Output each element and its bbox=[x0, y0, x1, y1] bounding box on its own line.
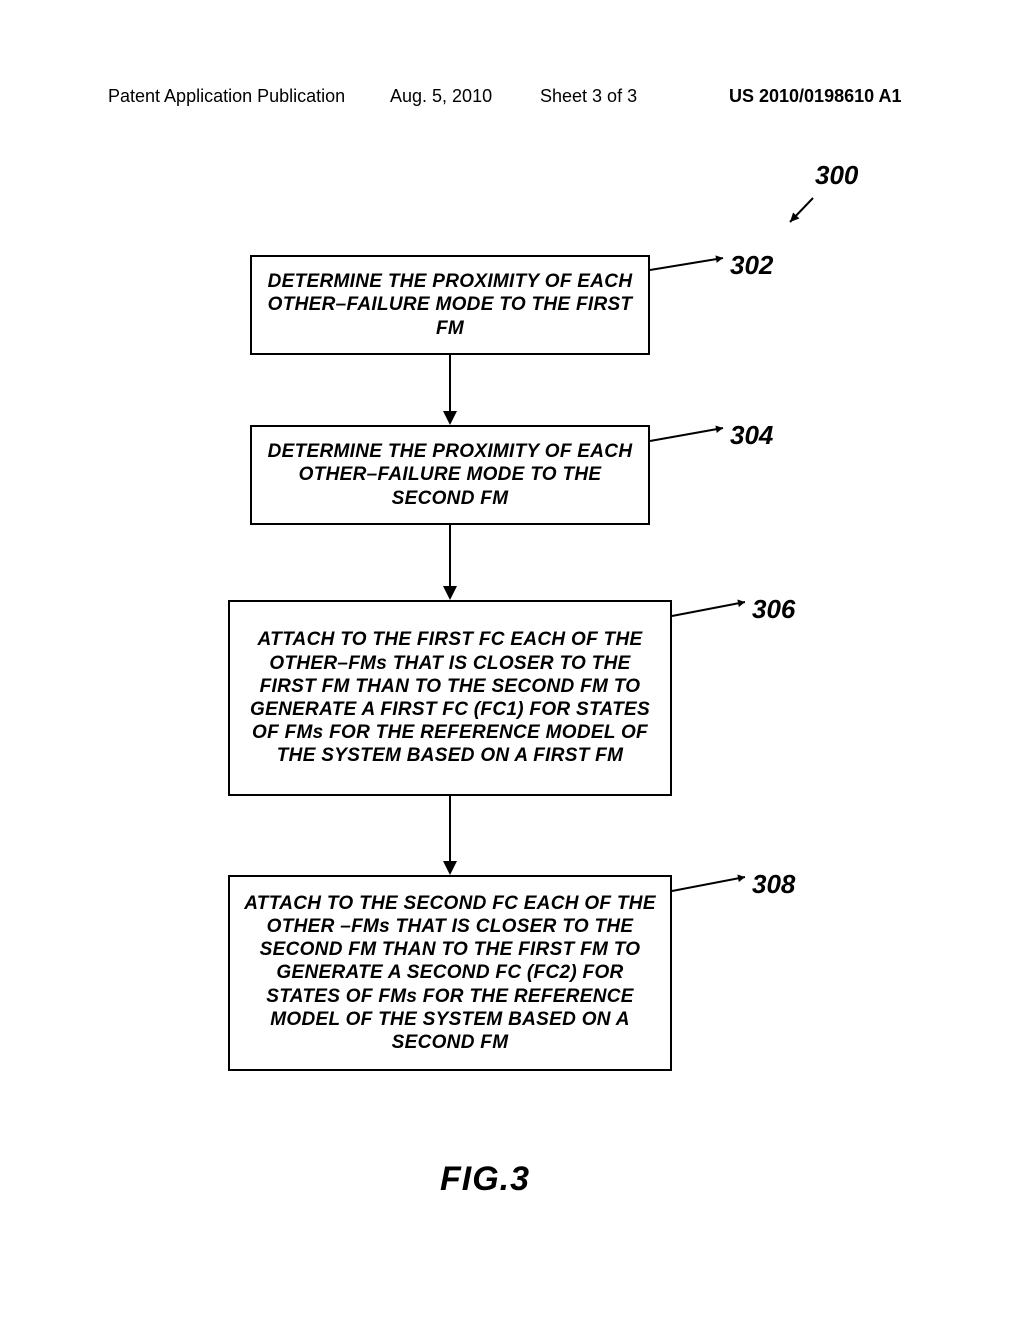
ref-label-302: 302 bbox=[730, 250, 773, 281]
ref-label-306: 306 bbox=[752, 594, 795, 625]
ref-label-308: 308 bbox=[752, 869, 795, 900]
flow-box-304: DETERMINE THE PROXIMITY OF EACH OTHER–FA… bbox=[250, 425, 650, 525]
flow-box-304-text: DETERMINE THE PROXIMITY OF EACH OTHER–FA… bbox=[262, 440, 638, 510]
flow-box-306-text: ATTACH TO THE FIRST FC EACH OF THE OTHER… bbox=[240, 628, 660, 767]
flow-box-302: DETERMINE THE PROXIMITY OF EACH OTHER–FA… bbox=[250, 255, 650, 355]
ref-label-304: 304 bbox=[730, 420, 773, 451]
flow-box-308-text: ATTACH TO THE SECOND FC EACH OF THE OTHE… bbox=[240, 892, 660, 1054]
figure-caption: FIG.3 bbox=[440, 1160, 530, 1199]
flow-box-302-text: DETERMINE THE PROXIMITY OF EACH OTHER–FA… bbox=[262, 270, 638, 340]
flow-box-308: ATTACH TO THE SECOND FC EACH OF THE OTHE… bbox=[228, 875, 672, 1071]
page-root: Patent Application Publication Aug. 5, 2… bbox=[0, 0, 1024, 1320]
flow-box-306: ATTACH TO THE FIRST FC EACH OF THE OTHER… bbox=[228, 600, 672, 796]
ref-label-300: 300 bbox=[815, 160, 858, 191]
